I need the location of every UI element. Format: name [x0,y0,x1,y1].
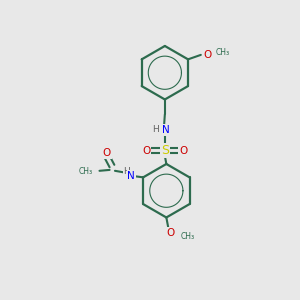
Text: N: N [128,171,135,181]
Text: S: S [161,144,169,157]
Text: O: O [142,146,151,156]
Text: CH₃: CH₃ [181,232,195,241]
Text: O: O [103,148,111,158]
Text: CH₃: CH₃ [216,48,230,57]
Text: O: O [167,228,175,238]
Text: H: H [124,167,130,176]
Text: H: H [153,125,159,134]
Text: O: O [203,50,212,60]
Text: N: N [163,125,170,135]
Text: O: O [179,146,188,156]
Text: CH₃: CH₃ [79,167,93,176]
